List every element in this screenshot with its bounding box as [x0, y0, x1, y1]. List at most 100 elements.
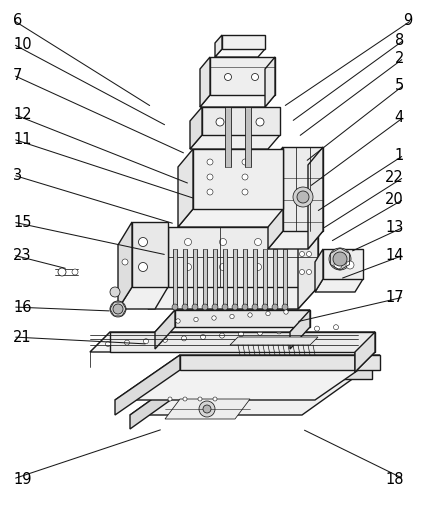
- Circle shape: [184, 264, 191, 271]
- Circle shape: [346, 261, 354, 269]
- Text: 21: 21: [13, 330, 32, 344]
- Circle shape: [239, 332, 244, 337]
- Polygon shape: [168, 227, 318, 287]
- Polygon shape: [268, 231, 323, 249]
- Text: 11: 11: [13, 131, 31, 147]
- Circle shape: [266, 311, 270, 316]
- Circle shape: [168, 397, 172, 401]
- Circle shape: [222, 304, 228, 310]
- Polygon shape: [165, 399, 250, 419]
- Polygon shape: [130, 365, 200, 429]
- Polygon shape: [210, 57, 275, 95]
- Polygon shape: [115, 355, 380, 400]
- Polygon shape: [190, 107, 202, 149]
- Polygon shape: [155, 310, 175, 349]
- Polygon shape: [175, 310, 310, 327]
- Text: 8: 8: [395, 32, 404, 48]
- Circle shape: [200, 335, 205, 340]
- Text: 18: 18: [386, 472, 404, 487]
- Circle shape: [110, 287, 120, 297]
- Circle shape: [212, 316, 216, 320]
- Polygon shape: [200, 57, 210, 107]
- Circle shape: [254, 264, 262, 271]
- Bar: [193, 249, 197, 309]
- Circle shape: [220, 333, 224, 338]
- Text: 9: 9: [403, 13, 412, 27]
- Text: 6: 6: [13, 13, 22, 27]
- Circle shape: [139, 263, 148, 272]
- Bar: [263, 249, 267, 309]
- Circle shape: [113, 304, 123, 314]
- Circle shape: [333, 252, 347, 266]
- Circle shape: [202, 304, 208, 310]
- Circle shape: [314, 326, 320, 331]
- Text: 16: 16: [13, 300, 31, 314]
- Circle shape: [124, 340, 130, 345]
- Polygon shape: [90, 332, 375, 352]
- Circle shape: [181, 336, 187, 341]
- Text: 19: 19: [13, 472, 31, 487]
- Polygon shape: [268, 147, 283, 249]
- Circle shape: [293, 187, 313, 207]
- Circle shape: [203, 405, 211, 413]
- Bar: [225, 107, 231, 167]
- Circle shape: [282, 304, 288, 310]
- Bar: [203, 249, 207, 309]
- Text: 3: 3: [13, 167, 22, 183]
- Polygon shape: [323, 249, 363, 279]
- Circle shape: [198, 397, 202, 401]
- Circle shape: [334, 261, 342, 269]
- Circle shape: [207, 189, 213, 195]
- Text: 4: 4: [395, 110, 404, 125]
- Bar: [283, 249, 287, 309]
- Text: 22: 22: [385, 169, 404, 185]
- Polygon shape: [315, 249, 323, 292]
- Polygon shape: [202, 107, 280, 135]
- Bar: [273, 249, 277, 309]
- Circle shape: [284, 310, 288, 314]
- Circle shape: [251, 74, 259, 81]
- Polygon shape: [118, 287, 168, 309]
- Circle shape: [143, 339, 148, 344]
- Circle shape: [242, 189, 248, 195]
- Text: 1: 1: [395, 148, 404, 163]
- Circle shape: [242, 304, 248, 310]
- Circle shape: [58, 268, 66, 276]
- Circle shape: [194, 317, 198, 322]
- Circle shape: [299, 234, 305, 238]
- Circle shape: [220, 264, 227, 271]
- Circle shape: [242, 174, 248, 180]
- Circle shape: [254, 238, 262, 245]
- Polygon shape: [230, 337, 318, 345]
- Bar: [223, 249, 227, 309]
- Polygon shape: [222, 35, 265, 49]
- Text: 7: 7: [13, 67, 22, 83]
- Circle shape: [110, 301, 126, 317]
- Polygon shape: [178, 209, 283, 227]
- Circle shape: [230, 314, 234, 319]
- Circle shape: [163, 337, 167, 342]
- Polygon shape: [180, 355, 380, 370]
- Circle shape: [277, 329, 281, 334]
- Circle shape: [183, 397, 187, 401]
- Polygon shape: [283, 147, 323, 231]
- Circle shape: [72, 269, 78, 275]
- Text: 23: 23: [13, 247, 31, 263]
- Polygon shape: [290, 310, 310, 349]
- Circle shape: [213, 397, 217, 401]
- Polygon shape: [110, 332, 375, 352]
- Polygon shape: [178, 149, 193, 227]
- Circle shape: [272, 304, 278, 310]
- Text: 12: 12: [13, 106, 32, 122]
- Circle shape: [176, 319, 180, 323]
- Text: 17: 17: [385, 289, 404, 305]
- Text: 10: 10: [13, 37, 32, 52]
- Polygon shape: [298, 227, 318, 309]
- Polygon shape: [132, 222, 168, 287]
- Circle shape: [329, 248, 351, 270]
- Polygon shape: [215, 49, 265, 57]
- Polygon shape: [148, 227, 168, 309]
- Circle shape: [199, 401, 215, 417]
- Text: 5: 5: [395, 78, 404, 92]
- Text: 2: 2: [395, 51, 404, 65]
